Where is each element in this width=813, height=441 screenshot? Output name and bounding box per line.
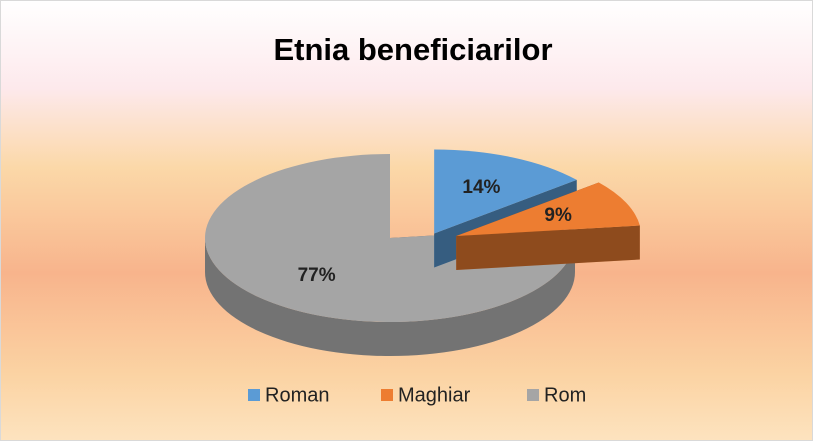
slice: [456, 182, 640, 237]
legend-label: Roman: [265, 384, 329, 406]
slice: [205, 154, 575, 322]
slice-side-shade: [205, 238, 575, 356]
legend-label: Maghiar: [398, 384, 471, 406]
data-label: 77%: [298, 265, 336, 286]
slice: [434, 149, 577, 234]
data-label: 14%: [462, 177, 500, 198]
chart-title: Etnia beneficiarilor: [273, 32, 552, 67]
slice-face: [456, 225, 640, 271]
slice-side: [205, 238, 575, 356]
legend-swatch: [527, 389, 539, 401]
legend-swatch: [381, 389, 393, 401]
slice-face-shade: [456, 225, 640, 271]
legend-label: Rom: [544, 384, 586, 406]
legend-swatch: [248, 389, 260, 401]
data-label: 9%: [544, 205, 572, 226]
